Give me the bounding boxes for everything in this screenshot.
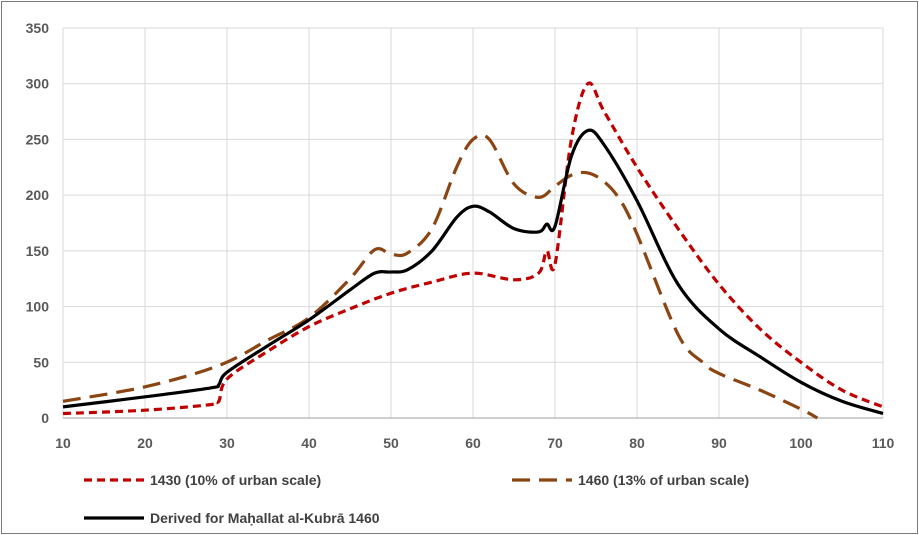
legend: 1430 (10% of urban scale) 1460 (13% of ur… <box>84 472 749 526</box>
x-tick-label: 30 <box>219 435 235 451</box>
x-tick-label: 100 <box>789 435 813 451</box>
x-tick-label: 90 <box>711 435 727 451</box>
series-line-2 <box>62 133 819 420</box>
series-lines <box>62 81 884 420</box>
x-tick-label: 80 <box>629 435 645 451</box>
x-tick-label: 40 <box>301 435 317 451</box>
y-tick-label: 0 <box>41 410 49 426</box>
y-tick-label: 150 <box>26 243 50 259</box>
x-tick-label: 60 <box>465 435 481 451</box>
legend-label-2: 1460 (13% of urban scale) <box>578 472 749 488</box>
legend-label-1: 1430 (10% of urban scale) <box>150 472 321 488</box>
series-line-3 <box>62 128 884 416</box>
y-tick-label: 250 <box>26 131 50 147</box>
x-tick-label: 20 <box>137 435 153 451</box>
y-tick-label: 100 <box>26 299 50 315</box>
y-tick-labels: 0 50 100 150 200 250 300 350 <box>26 20 50 426</box>
x-tick-label: 110 <box>872 435 895 451</box>
series-line-1 <box>62 81 884 416</box>
x-tick-label: 70 <box>547 435 563 451</box>
gridlines <box>62 27 884 418</box>
y-tick-label: 350 <box>26 20 50 36</box>
legend-label-3: Derived for Maḥallat al-Kubrā 1460 <box>150 510 380 526</box>
x-tick-label: 50 <box>383 435 399 451</box>
y-tick-label: 200 <box>26 187 50 203</box>
x-tick-label: 10 <box>55 435 71 451</box>
y-tick-label: 50 <box>33 354 49 370</box>
y-tick-label: 300 <box>26 76 50 92</box>
x-tick-labels: 10 20 30 40 50 60 70 80 90 100 110 <box>55 435 894 451</box>
